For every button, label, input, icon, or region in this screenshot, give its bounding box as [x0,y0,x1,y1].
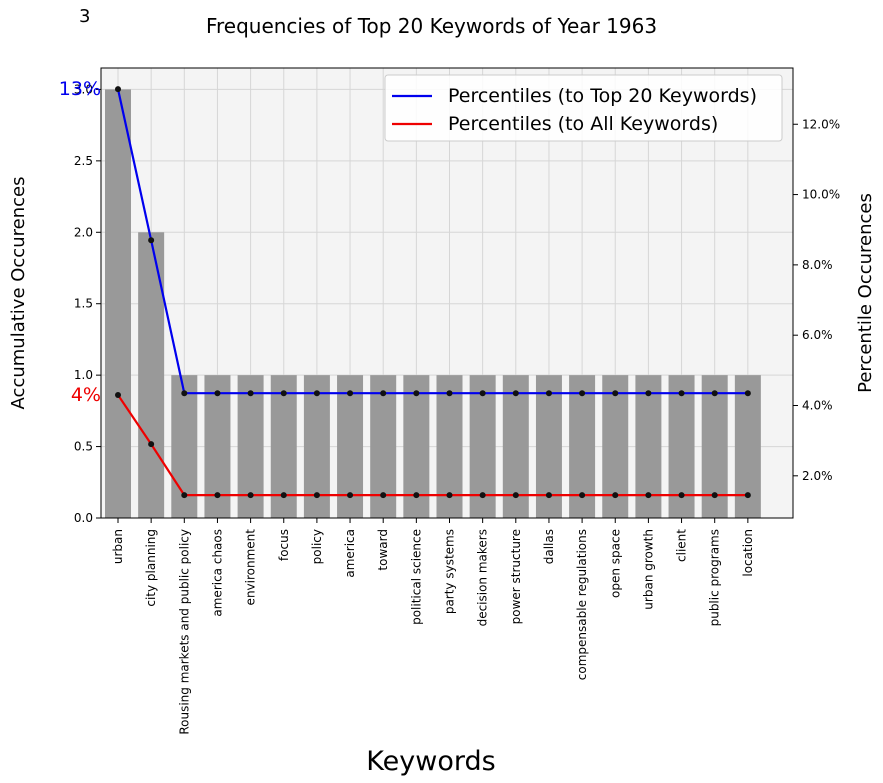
annotations: 13% 4% [59,78,101,406]
y-tick-label: 0.0 [74,511,93,525]
x-tick-label: public programs [708,529,722,626]
series-point [380,390,387,397]
series-annotation: 4% [71,384,101,406]
y2-tick-label: 10.0% [802,188,840,202]
series-point [579,492,586,499]
series-point [612,492,619,499]
y2-tick-label: 4.0% [802,399,833,413]
series-point [545,492,552,499]
y-tick-label: 1.0 [74,368,93,382]
series-point [347,390,354,397]
x-tick-label: Rousing markets and public policy [177,529,191,735]
series-point [280,492,287,499]
y-tick-label: 3.0 [74,82,93,96]
x-tick-label: environment [244,529,258,606]
series-point [148,237,155,244]
x-tick-label: power structure [509,529,523,624]
legend-box [384,74,783,142]
series-point [214,492,221,499]
x-tick-label: city planning [144,529,158,607]
series-point [678,492,685,499]
x-tick-label: policy [310,529,324,564]
series-point [744,492,751,499]
series-point [115,391,121,398]
series-point [479,492,486,499]
y-tick-label: 2.0 [74,225,93,239]
series-point [479,390,486,397]
x-tick-label: political science [409,529,423,625]
series-line [117,394,748,497]
series-point [678,390,685,397]
x-tick-label: open space [608,529,622,598]
y2-tick-label: 6.0% [802,328,833,342]
series-point [744,390,751,397]
x-tick-label: america [343,529,357,578]
series-point [313,390,320,397]
series-point [579,390,586,397]
x-tick-label: party systems [443,529,457,614]
series-point [247,390,254,397]
x-axis: urban city planning Rousing markets and pu… [111,518,755,735]
x-tick-label: america chaos [210,529,224,617]
series-point [711,390,718,397]
series-point [148,441,155,448]
series-lines [115,86,751,499]
series-point [512,492,519,499]
series-point [645,390,652,397]
series-point [413,492,420,499]
x-tick-label: urban [111,529,125,564]
x-tick-label: location [741,529,755,577]
series-point [247,492,254,499]
y-axis-label: Accumulative Occurences [8,177,29,410]
series-point [347,492,354,499]
chart-title: Frequencies of Top 20 Keywords of Year 1… [205,14,658,38]
x-tick-label: client [675,529,689,562]
series-point [413,390,420,397]
series-point [181,492,188,499]
series-point [280,390,287,397]
series-point [512,390,519,397]
x-tick-label: urban growth [641,529,655,610]
series-point [115,86,121,93]
x-tick-label: focus [277,529,291,561]
y-tick-label: 1.5 [74,297,93,311]
series-point [214,390,221,397]
series-point [711,492,718,499]
series-annotation: 13% [59,78,101,100]
series-point [380,492,387,499]
series-point [446,492,453,499]
right-axis: 2.0% 4.0% 6.0% 8.0% 10.0% 12.0% [793,117,840,483]
x-tick-label: decision makers [476,529,490,626]
y-tick-label: 2.5 [74,154,93,168]
page-number: 3 [79,6,91,27]
x-axis-label: Keywords [366,746,495,777]
series-point [545,390,552,397]
y2-axis-label: Percentile Occurences [855,193,876,393]
left-axis: 0.0 0.5 1.0 1.5 2.0 2.5 3.0 [74,82,101,525]
x-tick-label: dallas [542,529,556,564]
legend-label-top20: Percentiles (to Top 20 Keywords) [448,85,757,107]
series-point [446,390,453,397]
legend-label-all: Percentiles (to All Keywords) [448,113,718,135]
x-tick-label: toward [376,529,390,571]
series-point [313,492,320,499]
x-tick-label: compensable regulations [575,529,589,680]
plot-frame [100,67,794,519]
series-point [612,390,619,397]
y-tick-label: 0.5 [74,440,93,454]
series-point [645,492,652,499]
series-line [116,88,748,395]
y2-tick-label: 12.0% [802,117,840,131]
series-point [181,390,188,397]
y2-tick-label: 2.0% [802,469,833,483]
y2-tick-label: 8.0% [802,258,833,272]
bar [105,89,131,518]
bar [138,232,165,519]
legend: Percentiles (to Top 20 Keywords) Percent… [384,74,783,142]
